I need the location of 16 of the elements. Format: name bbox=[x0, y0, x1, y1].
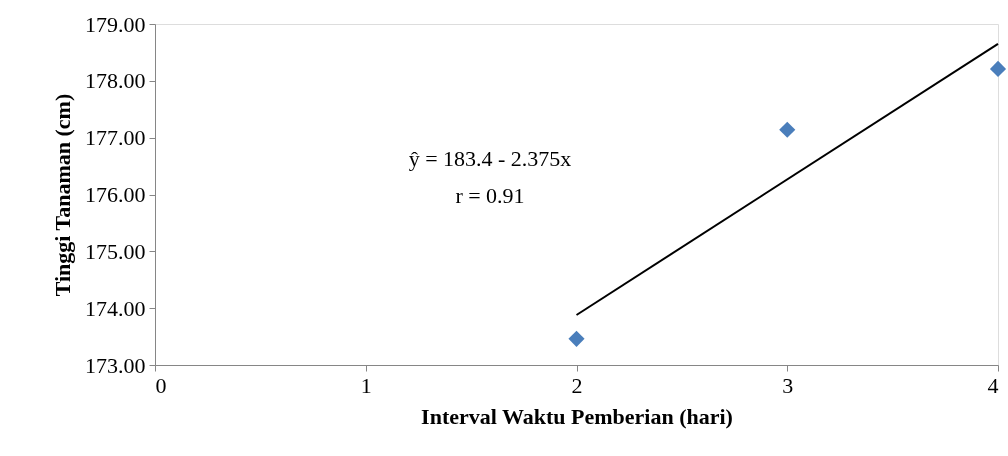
y-tick-label: 178.00 bbox=[85, 68, 146, 94]
y-tick-label: 179.00 bbox=[85, 11, 146, 37]
x-tick-label: 4 bbox=[987, 372, 999, 398]
y-tick-label: 176.00 bbox=[85, 182, 146, 207]
y-tick-label: 173.00 bbox=[85, 352, 146, 378]
x-tick-label: 1 bbox=[360, 372, 372, 398]
annotation: ŷ = 183.4 - 2.375x bbox=[408, 146, 572, 171]
annotation: r = 0.91 bbox=[455, 183, 525, 208]
y-axis-title: Tinggi Tanaman (cm) bbox=[50, 93, 75, 297]
y-tick-label: 177.00 bbox=[85, 125, 146, 151]
x-axis-title: Interval Waktu Pemberian (hari) bbox=[421, 403, 733, 429]
x-tick-label: 0 bbox=[155, 372, 167, 398]
x-tick-label: 3 bbox=[782, 372, 794, 398]
y-tick-label: 174.00 bbox=[85, 295, 146, 321]
y-tick-label: 175.00 bbox=[85, 238, 146, 264]
x-tick-label: 2 bbox=[571, 372, 583, 398]
